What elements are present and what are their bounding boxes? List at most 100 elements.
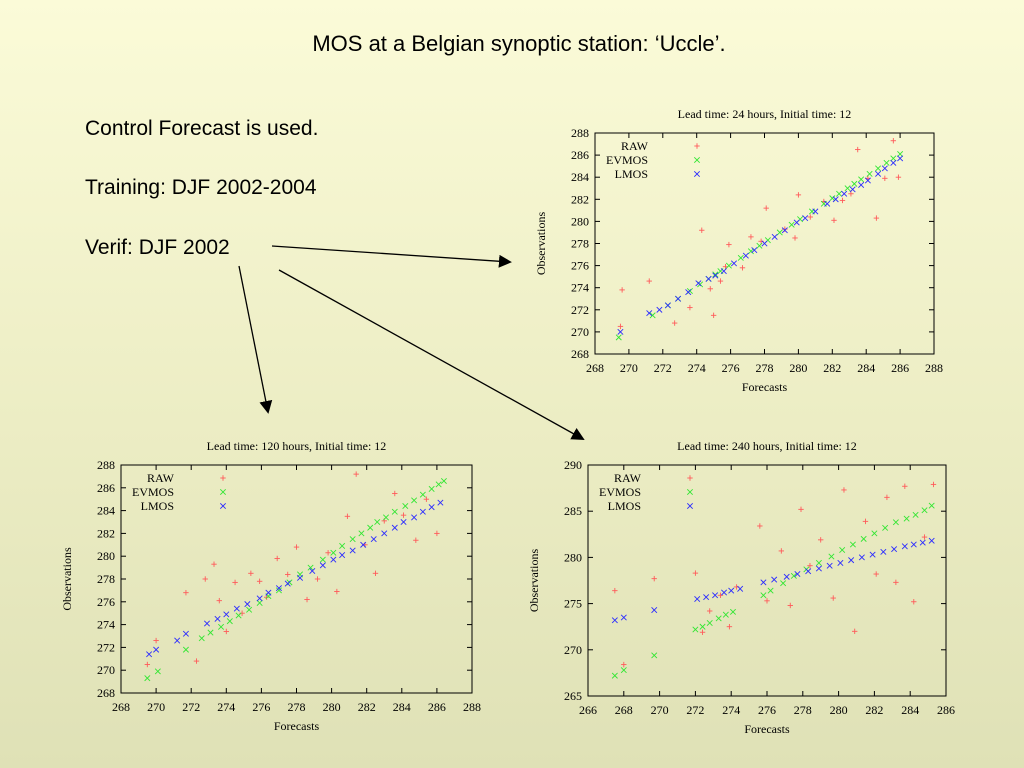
series-lmos — [146, 499, 444, 658]
x-tick-label: 288 — [463, 700, 481, 714]
point-lmos — [712, 592, 719, 599]
y-tick-label: 290 — [564, 458, 582, 472]
point-evmos — [440, 477, 447, 484]
y-tick-label: 288 — [571, 126, 589, 140]
x-axis-label: Forecasts — [274, 719, 320, 733]
point-raw — [274, 555, 280, 562]
point-lmos — [675, 295, 682, 302]
point-evmos — [235, 612, 242, 619]
point-raw — [344, 513, 351, 519]
x-tick-label: 278 — [756, 361, 774, 375]
point-raw — [707, 608, 713, 614]
point-raw — [895, 174, 902, 180]
point-lmos — [664, 302, 671, 309]
x-tick-label: 284 — [857, 361, 875, 375]
y-tick-label: 270 — [564, 643, 582, 657]
point-lmos — [805, 568, 812, 575]
point-raw — [739, 265, 746, 271]
point-lmos — [742, 252, 749, 259]
x-tick-label: 268 — [586, 361, 604, 375]
data-points — [144, 471, 447, 682]
point-raw — [717, 592, 724, 598]
point-lmos — [771, 576, 778, 583]
point-raw — [699, 227, 705, 233]
x-tick-label: 274 — [722, 703, 740, 717]
point-raw — [873, 215, 880, 221]
legend-marker-lmos — [219, 502, 227, 510]
point-evmos — [725, 262, 732, 269]
point-evmos — [836, 190, 843, 197]
point-raw — [353, 471, 359, 477]
point-raw — [862, 518, 869, 525]
point-raw — [202, 576, 208, 582]
point-evmos — [402, 503, 409, 510]
point-lmos — [411, 514, 418, 521]
data-points — [615, 138, 904, 341]
point-evmos — [246, 606, 253, 613]
point-lmos — [901, 543, 908, 550]
y-tick-label: 280 — [564, 550, 582, 564]
point-evmos — [737, 254, 744, 261]
point-raw — [710, 312, 717, 319]
point-raw — [400, 512, 407, 518]
point-raw — [617, 323, 624, 330]
point-evmos — [849, 541, 856, 548]
point-evmos — [883, 159, 890, 166]
x-tick-label: 278 — [288, 700, 306, 714]
y-tick-label: 282 — [97, 526, 115, 540]
point-lmos — [875, 170, 882, 177]
series-lmos — [611, 537, 935, 624]
legend-marker-evmos — [686, 488, 694, 496]
point-lmos — [897, 155, 904, 162]
point-lmos — [781, 227, 788, 234]
point-evmos — [839, 546, 846, 554]
legend-label-raw: RAW — [614, 471, 642, 485]
point-lmos — [330, 556, 337, 563]
y-axis-label: Observations — [527, 549, 541, 613]
y-tick-label: 280 — [571, 214, 589, 228]
point-raw — [841, 487, 847, 493]
x-tick-label: 270 — [147, 700, 165, 714]
point-raw — [890, 138, 897, 144]
legend-marker-evmos — [693, 156, 701, 164]
point-raw — [884, 494, 890, 501]
point-evmos — [903, 515, 910, 522]
bullet-control-forecast: Control Forecast is used. — [85, 117, 318, 140]
point-evmos — [776, 229, 783, 236]
point-lmos — [812, 208, 819, 215]
point-lmos — [824, 200, 831, 207]
x-axis-label: Forecasts — [742, 380, 788, 394]
y-tick-label: 270 — [571, 325, 589, 339]
point-lmos — [153, 646, 160, 653]
point-raw — [795, 192, 802, 198]
point-raw — [293, 544, 300, 550]
point-raw — [855, 146, 861, 153]
point-lmos — [869, 551, 876, 558]
series-raw — [612, 481, 937, 668]
legend-label-lmos: LMOS — [608, 499, 641, 513]
point-lmos — [244, 601, 251, 608]
point-lmos — [256, 595, 263, 602]
point-lmos — [360, 541, 367, 548]
point-raw — [893, 579, 899, 586]
y-tick-label: 276 — [571, 259, 589, 273]
data-points — [611, 481, 937, 679]
chart-title: Lead time: 24 hours, Initial time: 12 — [678, 107, 852, 121]
point-evmos — [428, 485, 435, 492]
chart-title: Lead time: 240 hours, Initial time: 12 — [677, 439, 857, 453]
point-evmos — [912, 511, 919, 518]
y-tick-label: 270 — [97, 663, 115, 677]
y-tick-label: 278 — [571, 237, 589, 251]
y-tick-label: 284 — [571, 170, 589, 184]
x-tick-label: 280 — [830, 703, 848, 717]
point-raw — [921, 534, 928, 540]
point-lmos — [728, 587, 735, 594]
point-raw — [699, 629, 706, 635]
point-lmos — [848, 557, 855, 564]
point-evmos — [928, 502, 935, 509]
point-lmos — [391, 524, 398, 531]
point-lmos — [203, 620, 211, 627]
point-lmos — [146, 651, 153, 658]
